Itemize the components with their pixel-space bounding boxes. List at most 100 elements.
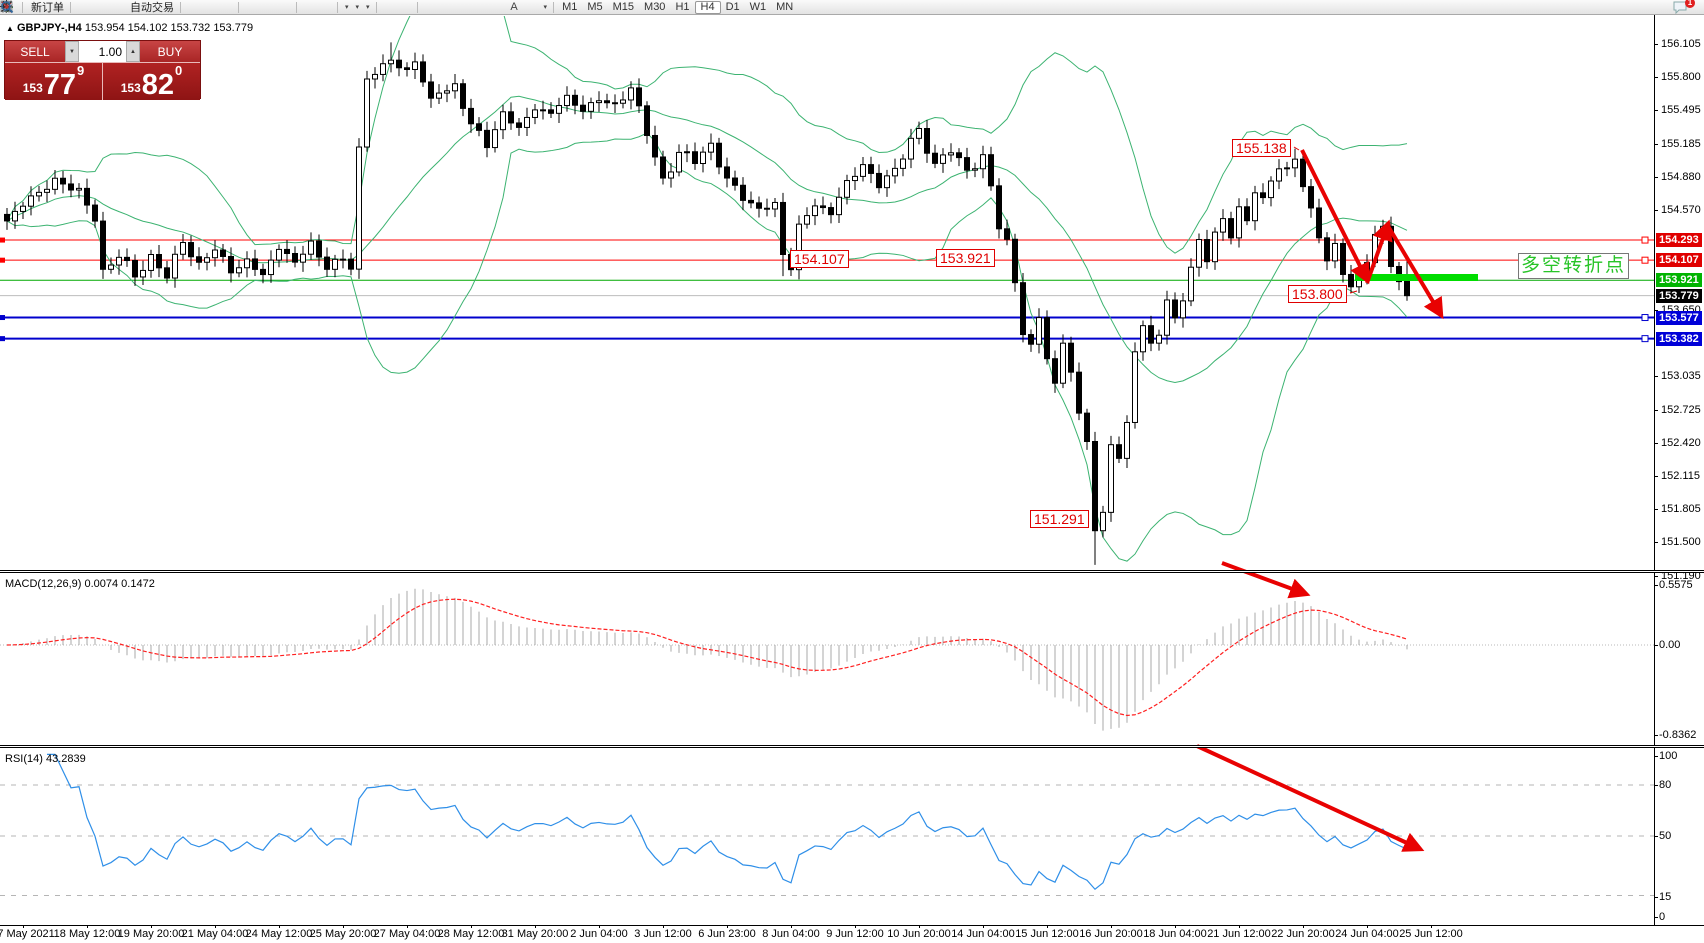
indicator-axis-label: 50 bbox=[1659, 830, 1672, 842]
volume-input[interactable]: 1.00 bbox=[79, 41, 126, 62]
buy-price-sup: 0 bbox=[175, 63, 183, 78]
candlestick-series bbox=[4, 42, 1410, 565]
time-tick-mark bbox=[1047, 925, 1048, 928]
time-tick-mark bbox=[215, 925, 216, 928]
timeframe-d1[interactable]: D1 bbox=[725, 0, 740, 13]
search-icon[interactable] bbox=[1, 1, 1673, 14]
autotrade-label: 自动交易 bbox=[130, 2, 174, 14]
chevron-down-icon: ▾ bbox=[366, 4, 370, 11]
text-icon[interactable]: A bbox=[510, 1, 518, 13]
indicator-axis-label: 0 bbox=[1659, 911, 1666, 923]
time-tick-mark bbox=[407, 925, 408, 928]
bollinger-bands bbox=[6, 16, 1408, 562]
symbol-label: GBPJPY-,H4 bbox=[16, 22, 82, 34]
price-tick-mark bbox=[1654, 110, 1658, 111]
time-axis-label: 28 May 12:00 bbox=[437, 928, 505, 940]
sell-price-big: 77 bbox=[43, 69, 77, 101]
time-axis-label: 21 May 04:00 bbox=[181, 928, 249, 940]
time-tick-mark bbox=[1367, 925, 1368, 928]
timeframe-h4[interactable]: H4 bbox=[694, 0, 721, 14]
time-tick-mark bbox=[87, 925, 88, 928]
timeframe-m1[interactable]: M1 bbox=[562, 0, 578, 13]
sell-price-prefix: 153 bbox=[22, 81, 43, 95]
time-axis-label: 8 Jun 04:00 bbox=[762, 928, 820, 940]
time-axis-label: 14 Jun 04:00 bbox=[951, 928, 1015, 940]
timeframe-w1[interactable]: W1 bbox=[749, 0, 767, 13]
price-tick-mark bbox=[1654, 143, 1658, 145]
time-axis-label: 17 May 2021 bbox=[0, 928, 55, 940]
time-axis-label: 22 Jun 20:00 bbox=[1271, 928, 1335, 940]
time-axis-label: 19 May 20:00 bbox=[117, 928, 185, 940]
turning-point-label[interactable]: 多空转折点 bbox=[1518, 253, 1630, 279]
time-axis-line bbox=[0, 925, 1704, 926]
price-tag: 153.921 bbox=[1656, 273, 1702, 288]
time-axis-label: 27 May 04:00 bbox=[373, 928, 441, 940]
time-axis-label: 9 Jun 12:00 bbox=[826, 928, 884, 940]
timeframe-h1[interactable]: H1 bbox=[675, 0, 690, 13]
timeframe-m15[interactable]: M15 bbox=[612, 0, 635, 13]
time-tick-mark bbox=[23, 925, 24, 928]
timeframe-mn[interactable]: MN bbox=[776, 0, 794, 13]
chart-price-label[interactable]: 151.291 bbox=[1030, 510, 1089, 528]
rsi-series bbox=[0, 753, 1654, 896]
indicator-axis-label: 80 bbox=[1659, 779, 1672, 791]
time-tick-mark bbox=[855, 925, 856, 928]
chart-price-label[interactable]: 153.800 bbox=[1288, 285, 1347, 303]
chart-price-label[interactable]: 155.138 bbox=[1232, 139, 1291, 157]
buy-price-big: 82 bbox=[141, 69, 175, 101]
timeframe-m30[interactable]: M30 bbox=[644, 0, 666, 13]
timeframe-m5[interactable]: M5 bbox=[587, 0, 603, 13]
time-axis-label: 25 May 20:00 bbox=[309, 928, 377, 940]
price-tag: 154.107 bbox=[1656, 253, 1702, 268]
time-tick-mark bbox=[1175, 925, 1176, 928]
price-tick-mark bbox=[1654, 509, 1658, 511]
chart-price-label[interactable]: 154.107 bbox=[790, 250, 849, 268]
time-axis-label: 21 Jun 12:00 bbox=[1207, 928, 1271, 940]
notification-badge: 1 bbox=[1685, 0, 1695, 8]
price-tick-label: 151.500 bbox=[1661, 536, 1701, 549]
chevron-down-icon: ▾ bbox=[345, 4, 349, 11]
time-axis-label: 10 Jun 20:00 bbox=[887, 928, 951, 940]
volume-up-button[interactable]: ▲ bbox=[126, 41, 140, 62]
price-tick-label: 152.725 bbox=[1661, 403, 1701, 416]
price-tag: 153.577 bbox=[1656, 310, 1702, 325]
one-click-trade-panel: SELL ▼ 1.00 ▲ BUY 153 77 9 153 82 0 bbox=[4, 40, 201, 100]
price-tick-label: 152.115 bbox=[1661, 469, 1700, 482]
price-tag: 153.382 bbox=[1656, 331, 1702, 346]
price-tick-mark bbox=[1654, 77, 1658, 78]
time-axis-label: 6 Jun 23:00 bbox=[698, 928, 756, 940]
macd-header: MACD(12,26,9) 0.0074 0.1472 bbox=[5, 578, 155, 590]
new-order-label: 新订单 bbox=[31, 2, 64, 14]
price-tick-label: 152.420 bbox=[1661, 436, 1701, 449]
volume-down-button[interactable]: ▼ bbox=[65, 41, 79, 62]
toolbar: 新订单 自动交易 ▾ ▾ ▾ E F A T ▾ bbox=[0, 0, 1704, 15]
time-axis-label: 24 May 12:00 bbox=[245, 928, 313, 940]
sell-price[interactable]: 153 77 9 bbox=[5, 63, 103, 100]
collapse-arrow-icon[interactable]: ▲ bbox=[6, 24, 14, 33]
indicator-axis-label: 15 bbox=[1659, 891, 1672, 903]
sell-button[interactable]: SELL bbox=[5, 41, 65, 62]
indicator-axis-label: -0.8362 bbox=[1659, 729, 1697, 741]
buy-price[interactable]: 153 82 0 bbox=[103, 63, 200, 100]
price-tag: 153.779 bbox=[1656, 288, 1702, 303]
price-tick-mark bbox=[1654, 475, 1658, 477]
price-tick-mark bbox=[1654, 376, 1658, 378]
chart-price-label[interactable]: 153.921 bbox=[936, 249, 995, 267]
price-tick-mark bbox=[1654, 575, 1658, 577]
time-axis-label: 16 Jun 20:00 bbox=[1079, 928, 1143, 940]
indicator-axis-label: 100 bbox=[1659, 750, 1678, 762]
panel-separator[interactable] bbox=[0, 570, 1704, 573]
price-tick-mark bbox=[1654, 309, 1658, 311]
price-tick-label: 154.880 bbox=[1661, 170, 1701, 183]
buy-button[interactable]: BUY bbox=[140, 41, 200, 62]
panel-separator[interactable] bbox=[0, 745, 1704, 748]
time-axis-label: 18 May 12:00 bbox=[53, 928, 121, 940]
time-tick-mark bbox=[343, 925, 344, 928]
time-tick-mark bbox=[1303, 925, 1304, 928]
chat-icon[interactable]: 1 bbox=[1673, 0, 1695, 14]
price-tick-label: 153.035 bbox=[1661, 370, 1701, 383]
chevron-down-icon: ▾ bbox=[543, 4, 548, 11]
annotation-arrows[interactable] bbox=[1196, 146, 1444, 852]
